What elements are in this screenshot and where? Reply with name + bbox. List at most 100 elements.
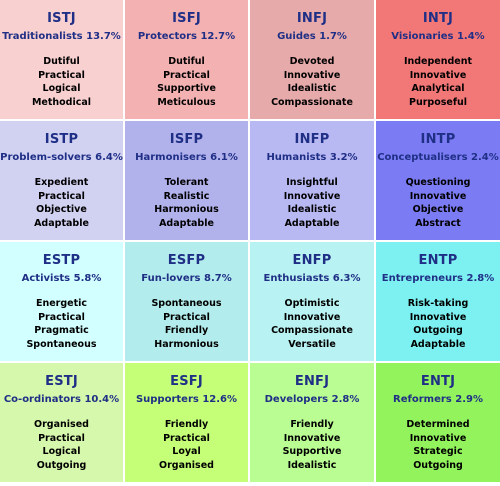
type-group-name: Developers — [264, 394, 329, 405]
trait-list: Friendly Innovative Supportive Idealistic — [250, 418, 374, 472]
trait-item: Friendly — [164, 325, 209, 336]
trait-item: Determined — [406, 419, 470, 430]
type-cell-entp: ENTP Entrepreneurs 2.8% Risk-taking Innovat… — [376, 242, 500, 361]
trait-list: Tolerant Realistic Harmonious Adaptable — [125, 176, 248, 230]
trait-item: Loyal — [172, 446, 201, 457]
type-percentage: 1.7% — [319, 31, 347, 42]
type-percentage: 2.8% — [466, 273, 495, 284]
type-group-name: Fun-lovers — [141, 273, 201, 284]
trait-item: Compassionate — [271, 96, 353, 108]
trait-item: Independent — [403, 56, 473, 67]
type-cell-infp: INFP Humanists 3.2% Insightful Innovative Id… — [250, 121, 374, 240]
trait-item: Versatile — [288, 338, 336, 350]
trait-list: Determined Innovative Strategic Outgoing — [376, 418, 500, 472]
type-percentage: 12.7% — [200, 31, 236, 42]
trait-list: Optimistic Innovative Compassionate Versati… — [250, 297, 374, 351]
trait-list: Insightful Innovative Idealistic Adaptable — [250, 176, 374, 230]
trait-list: Spontaneous Practical Friendly Harmonious — [125, 297, 248, 351]
trait-list: Questioning Innovative Objective Abstract — [376, 176, 500, 230]
type-cell-enfj: ENFJ Developers 2.8% Friendly Innovative Sup… — [250, 363, 374, 482]
trait-item: Methodical — [31, 96, 92, 108]
type-percentage: 6.3% — [332, 273, 361, 284]
type-code: ENTP — [418, 253, 458, 268]
trait-item: Spontaneous — [26, 338, 97, 350]
trait-item: Innovative — [283, 432, 341, 444]
type-code: ESFJ — [170, 374, 203, 389]
trait-item: Practical — [38, 190, 85, 202]
type-percentage: 2.4% — [471, 152, 499, 163]
type-group-name: Supporters — [135, 394, 199, 405]
type-code: ESTP — [42, 253, 81, 268]
trait-item: Meticulous — [157, 96, 216, 108]
type-group-name: Humanists — [266, 152, 327, 163]
trait-item: Compassionate — [271, 325, 353, 336]
trait-item: Objective — [412, 204, 464, 215]
trait-item: Organised — [159, 459, 214, 471]
type-group-line: Co-ordinators 10.4% — [0, 393, 123, 406]
trait-list: Friendly Practical Loyal Organised — [125, 418, 248, 472]
type-cell-infj: INFJ Guides 1.7% Devoted Innovative Idealist… — [250, 0, 374, 119]
trait-list: Independent Innovative Analytical Purposefu… — [376, 55, 500, 109]
trait-item: Innovative — [409, 190, 467, 202]
type-cell-esfj: ESFJ Supporters 12.6% Friendly Practical Loy… — [125, 363, 248, 482]
trait-item: Practical — [38, 69, 85, 81]
trait-item: Supportive — [282, 446, 342, 457]
trait-list: Energetic Practical Pragmatic Spontaneous — [0, 297, 123, 351]
trait-list: Organised Practical Logical Outgoing — [0, 418, 123, 472]
type-percentage: 5.8% — [73, 273, 102, 284]
trait-item: Idealistic — [287, 204, 337, 215]
trait-item: Innovative — [283, 311, 341, 323]
type-group-line: Problem-solvers 6.4% — [0, 151, 123, 164]
type-percentage: 8.7% — [203, 273, 232, 284]
type-cell-entj: ENTJ Reformers 2.9% Determined Innovative St… — [376, 363, 500, 482]
type-cell-isfp: ISFP Harmonisers 6.1% Tolerant Realistic Har… — [125, 121, 248, 240]
trait-item: Pragmatic — [34, 325, 89, 336]
type-group-name: Harmonisers — [135, 152, 207, 163]
trait-item: Harmonious — [154, 338, 219, 350]
type-cell-enfp: ENFP Enthusiasts 6.3% Optimistic Innovative… — [250, 242, 374, 361]
type-group-line: Traditionalists 13.7% — [0, 30, 123, 43]
type-group-name: Conceptualisers — [377, 152, 468, 163]
type-cell-estj: ESTJ Co-ordinators 10.4% Organised Practica… — [0, 363, 123, 482]
trait-item: Dutiful — [43, 56, 80, 67]
trait-item: Innovative — [283, 69, 341, 81]
trait-item: Logical — [42, 83, 81, 94]
trait-item: Abstract — [415, 217, 461, 229]
type-group-name: Visionaries — [391, 31, 454, 42]
type-percentage: 13.7% — [86, 31, 121, 42]
trait-item: Logical — [42, 446, 81, 457]
type-code: INTP — [420, 132, 456, 147]
trait-item: Adaptable — [410, 338, 466, 350]
trait-item: Adaptable — [284, 217, 340, 229]
trait-item: Energetic — [35, 298, 88, 309]
trait-item: Innovative — [409, 432, 467, 444]
type-group-name: Co-ordinators — [3, 394, 81, 405]
trait-item: Outgoing — [36, 459, 87, 471]
type-group-line: Activists 5.8% — [0, 272, 123, 285]
type-cell-intp: INTP Conceptualisers 2.4% Questioning Innov… — [376, 121, 500, 240]
type-group-name: Guides — [277, 31, 316, 42]
trait-list: Dutiful Practical Logical Methodical — [0, 55, 123, 109]
type-code: ENFJ — [294, 374, 330, 389]
trait-item: Dutiful — [168, 56, 205, 67]
type-group-name: Protectors — [137, 31, 197, 42]
trait-item: Outgoing — [413, 459, 463, 471]
type-percentage: 12.6% — [202, 394, 238, 405]
trait-item: Purposeful — [409, 96, 467, 108]
trait-item: Spontaneous — [151, 298, 222, 309]
trait-item: Practical — [163, 69, 210, 81]
type-code: ENFP — [292, 253, 332, 268]
trait-item: Analytical — [411, 83, 465, 94]
type-group-name: Entrepreneurs — [381, 273, 463, 284]
type-group-name: Problem-solvers — [0, 152, 92, 163]
trait-item: Innovative — [283, 190, 341, 202]
trait-item: Strategic — [413, 446, 463, 457]
type-group-line: Reformers 2.9% — [376, 393, 500, 406]
type-group-line: Entrepreneurs 2.8% — [376, 272, 500, 285]
type-group-line: Guides 1.7% — [250, 30, 374, 43]
type-cell-isfj: ISFJ Protectors 12.7% Dutiful Practical Supp… — [125, 0, 248, 119]
trait-item: Harmonious — [154, 204, 219, 215]
type-percentage: 6.4% — [95, 152, 123, 163]
type-group-line: Supporters 12.6% — [125, 393, 248, 406]
type-group-name: Traditionalists — [2, 31, 83, 42]
